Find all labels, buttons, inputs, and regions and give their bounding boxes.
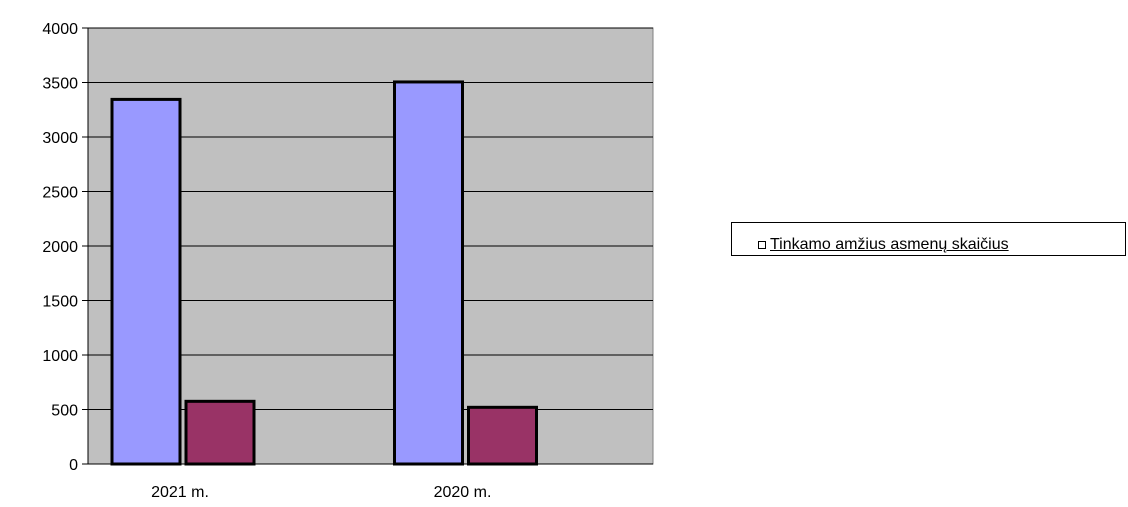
legend: Tinkamo amžius asmenų skaičius bbox=[731, 222, 1126, 256]
x-tick-labels: 2021 m. 2020 m. bbox=[151, 484, 491, 501]
gridlines bbox=[88, 27, 653, 410]
y-tick-label: 1500 bbox=[42, 294, 78, 311]
y-tick-labels: 0 500 1000 1500 2000 2500 3000 3500 4000 bbox=[42, 21, 78, 474]
axes bbox=[82, 27, 653, 465]
bar-2-2 bbox=[467, 405, 538, 466]
x-tick-label: 2020 m. bbox=[434, 484, 492, 501]
legend-label: Tinkamo amžius asmenų skaičius bbox=[770, 236, 1009, 253]
bars bbox=[110, 80, 538, 466]
legend-swatch bbox=[758, 241, 766, 249]
legend-entry: Tinkamo amžius asmenų skaičius bbox=[758, 236, 1009, 254]
y-tick-label: 3500 bbox=[42, 76, 78, 93]
y-tick-label: 2500 bbox=[42, 185, 78, 202]
y-tick-label: 1000 bbox=[42, 348, 78, 365]
y-tick-label: 2000 bbox=[42, 239, 78, 256]
bar-1-1 bbox=[110, 97, 182, 466]
bar-2-1 bbox=[184, 399, 256, 466]
x-tick-label: 2021 m. bbox=[151, 484, 209, 501]
bar-1-2 bbox=[393, 80, 464, 466]
y-tick-label: 0 bbox=[69, 457, 78, 474]
y-tick-label: 3000 bbox=[42, 130, 78, 147]
y-tick-label: 500 bbox=[51, 403, 78, 420]
y-tick-label: 4000 bbox=[42, 21, 78, 38]
